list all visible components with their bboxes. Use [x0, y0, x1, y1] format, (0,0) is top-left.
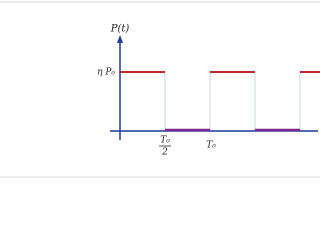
- diagram: P(t) η P₀ T₀ 2 T₀: [0, 0, 320, 180]
- y-axis-arrow: [117, 35, 123, 43]
- axis-label: P(t): [110, 24, 130, 35]
- tick-label-denominator: 2: [161, 148, 168, 158]
- tick-label: T₀: [206, 141, 216, 151]
- tick-label-numerator: T₀: [160, 136, 170, 146]
- page: P(t) η P₀ T₀ 2 T₀ (() => { const data = …: [0, 0, 320, 180]
- background: [0, 0, 320, 180]
- level-label: η P₀: [97, 68, 115, 78]
- wave-edges: [164, 72, 301, 130]
